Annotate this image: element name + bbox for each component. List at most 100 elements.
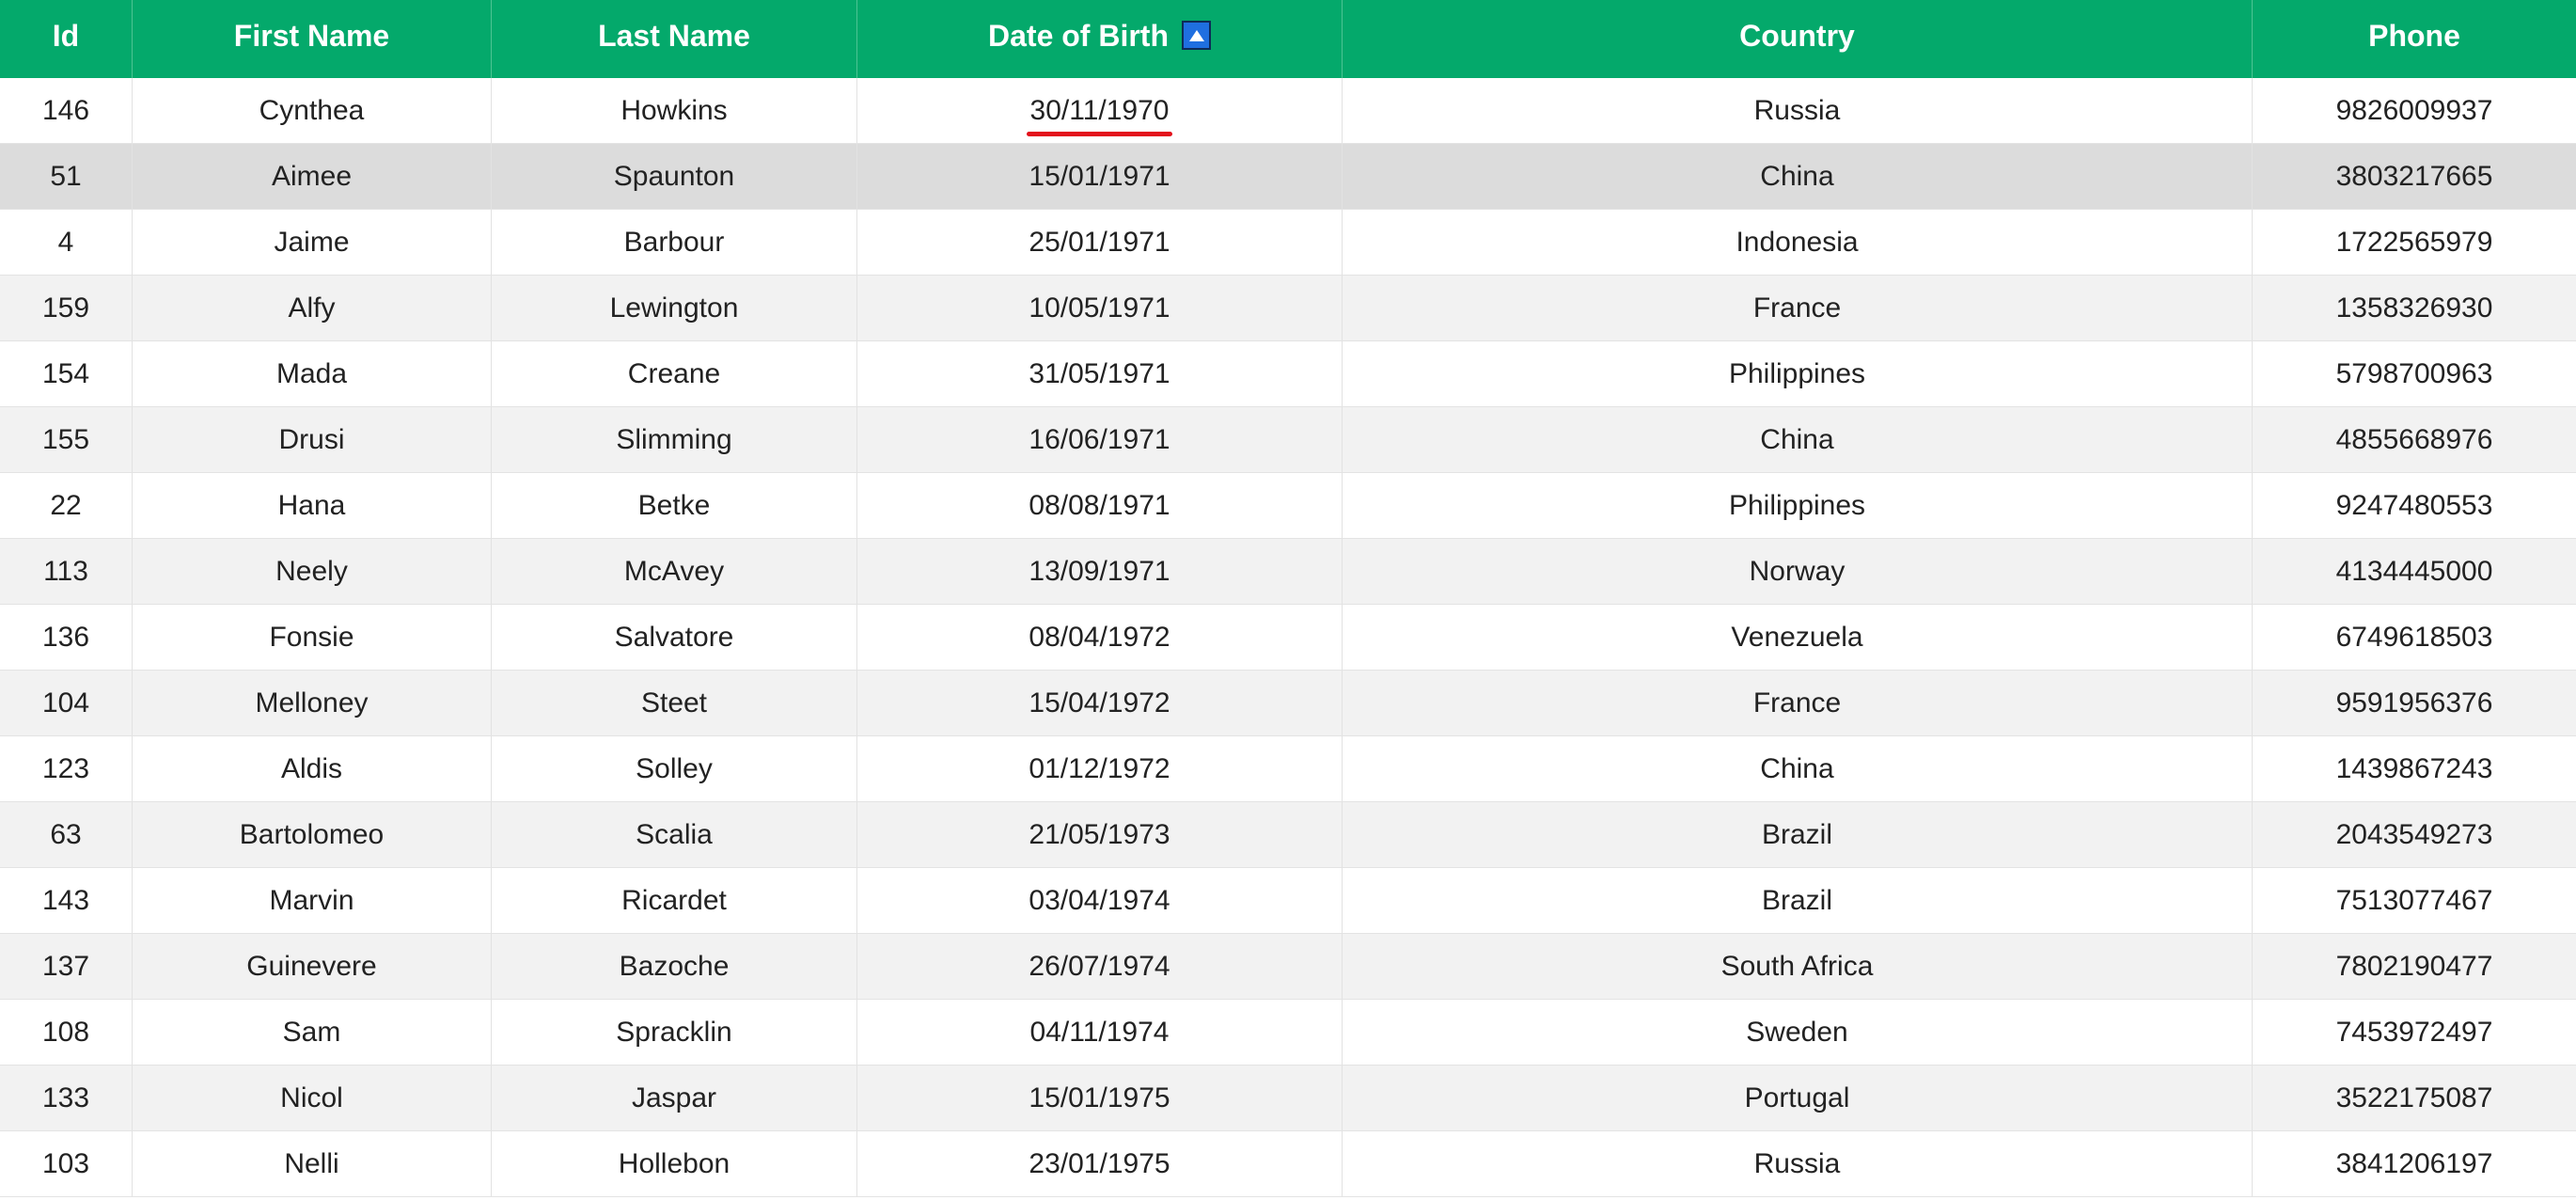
cell-id[interactable]: 22 (0, 473, 133, 538)
cell-phone[interactable]: 6749618503 (2253, 605, 2576, 670)
cell-first-name[interactable]: Mada (133, 341, 492, 406)
cell-country[interactable]: Brazil (1343, 802, 2253, 867)
cell-id[interactable]: 137 (0, 934, 133, 999)
cell-last-name[interactable]: Howkins (492, 78, 857, 143)
cell-phone[interactable]: 3522175087 (2253, 1066, 2576, 1130)
sort-ascending-icon[interactable] (1182, 21, 1211, 50)
cell-first-name[interactable]: Bartolomeo (133, 802, 492, 867)
column-header-last-name[interactable]: Last Name (492, 0, 857, 78)
cell-dob[interactable]: 08/04/1972 (857, 605, 1343, 670)
cell-phone[interactable]: 7513077467 (2253, 868, 2576, 933)
cell-phone[interactable]: 3841206197 (2253, 1131, 2576, 1196)
cell-country[interactable]: France (1343, 671, 2253, 735)
table-row[interactable]: 159 Alfy Lewington 10/05/1971 France 13583269… (0, 276, 2576, 341)
cell-country[interactable]: Brazil (1343, 868, 2253, 933)
cell-last-name[interactable]: Solley (492, 736, 857, 801)
cell-last-name[interactable]: Spaunton (492, 144, 857, 209)
column-header-id[interactable]: Id (0, 0, 133, 78)
cell-id[interactable]: 123 (0, 736, 133, 801)
cell-dob[interactable]: 04/11/1974 (857, 1000, 1343, 1065)
cell-id[interactable]: 103 (0, 1131, 133, 1196)
cell-country[interactable]: Philippines (1343, 473, 2253, 538)
cell-country[interactable]: Sweden (1343, 1000, 2253, 1065)
cell-phone[interactable]: 9591956376 (2253, 671, 2576, 735)
cell-phone[interactable]: 3803217665 (2253, 144, 2576, 209)
cell-id[interactable]: 154 (0, 341, 133, 406)
cell-last-name[interactable]: Ricardet (492, 868, 857, 933)
cell-id[interactable]: 146 (0, 78, 133, 143)
cell-dob[interactable]: 16/06/1971 (857, 407, 1343, 472)
column-header-first-name[interactable]: First Name (133, 0, 492, 78)
cell-dob[interactable]: 15/01/1971 (857, 144, 1343, 209)
cell-phone[interactable]: 7453972497 (2253, 1000, 2576, 1065)
cell-country[interactable]: Indonesia (1343, 210, 2253, 275)
table-row[interactable]: 154 Mada Creane 31/05/1971 Philippines 579870… (0, 341, 2576, 407)
cell-first-name[interactable]: Melloney (133, 671, 492, 735)
table-row[interactable]: 51 Aimee Spaunton 15/01/1971 China 3803217665 (0, 144, 2576, 210)
cell-last-name[interactable]: Spracklin (492, 1000, 857, 1065)
cell-first-name[interactable]: Sam (133, 1000, 492, 1065)
cell-dob[interactable]: 21/05/1973 (857, 802, 1343, 867)
table-row[interactable]: 123 Aldis Solley 01/12/1972 China 1439867243 (0, 736, 2576, 802)
cell-dob[interactable]: 30/11/1970 (857, 78, 1343, 143)
cell-country[interactable]: Norway (1343, 539, 2253, 604)
cell-id[interactable]: 143 (0, 868, 133, 933)
cell-dob[interactable]: 13/09/1971 (857, 539, 1343, 604)
cell-first-name[interactable]: Neely (133, 539, 492, 604)
cell-country[interactable]: Russia (1343, 78, 2253, 143)
cell-last-name[interactable]: Steet (492, 671, 857, 735)
cell-phone[interactable]: 4134445000 (2253, 539, 2576, 604)
table-row[interactable]: 137 Guinevere Bazoche 26/07/1974 South Afric… (0, 934, 2576, 1000)
cell-dob[interactable]: 31/05/1971 (857, 341, 1343, 406)
cell-id[interactable]: 159 (0, 276, 133, 340)
cell-first-name[interactable]: Drusi (133, 407, 492, 472)
cell-phone[interactable]: 7802190477 (2253, 934, 2576, 999)
table-row[interactable]: 136 Fonsie Salvatore 08/04/1972 Venezuela 674… (0, 605, 2576, 671)
cell-phone[interactable]: 9247480553 (2253, 473, 2576, 538)
cell-phone[interactable]: 1439867243 (2253, 736, 2576, 801)
cell-dob[interactable]: 01/12/1972 (857, 736, 1343, 801)
cell-dob[interactable]: 15/04/1972 (857, 671, 1343, 735)
cell-country[interactable]: China (1343, 144, 2253, 209)
cell-country[interactable]: Russia (1343, 1131, 2253, 1196)
cell-dob[interactable]: 25/01/1971 (857, 210, 1343, 275)
column-header-country[interactable]: Country (1343, 0, 2253, 78)
cell-country[interactable]: France (1343, 276, 2253, 340)
cell-dob[interactable]: 26/07/1974 (857, 934, 1343, 999)
cell-id[interactable]: 133 (0, 1066, 133, 1130)
cell-id[interactable]: 108 (0, 1000, 133, 1065)
cell-first-name[interactable]: Jaime (133, 210, 492, 275)
cell-phone[interactable]: 1358326930 (2253, 276, 2576, 340)
table-row[interactable]: 63 Bartolomeo Scalia 21/05/1973 Brazil 204354… (0, 802, 2576, 868)
column-header-phone[interactable]: Phone (2253, 0, 2576, 78)
cell-last-name[interactable]: Scalia (492, 802, 857, 867)
cell-first-name[interactable]: Fonsie (133, 605, 492, 670)
cell-dob[interactable]: 03/04/1974 (857, 868, 1343, 933)
cell-id[interactable]: 51 (0, 144, 133, 209)
cell-dob[interactable]: 15/01/1975 (857, 1066, 1343, 1130)
table-row[interactable]: 133 Nicol Jaspar 15/01/1975 Portugal 35221750… (0, 1066, 2576, 1131)
cell-last-name[interactable]: Creane (492, 341, 857, 406)
cell-phone[interactable]: 9826009937 (2253, 78, 2576, 143)
cell-last-name[interactable]: Bazoche (492, 934, 857, 999)
cell-first-name[interactable]: Nelli (133, 1131, 492, 1196)
table-row[interactable]: 103 Nelli Hollebon 23/01/1975 Russia 38412061… (0, 1131, 2576, 1197)
cell-last-name[interactable]: Betke (492, 473, 857, 538)
table-row[interactable]: 4 Jaime Barbour 25/01/1971 Indonesia 17225659… (0, 210, 2576, 276)
cell-id[interactable]: 4 (0, 210, 133, 275)
table-row[interactable]: 113 Neely McAvey 13/09/1971 Norway 4134445000 (0, 539, 2576, 605)
cell-first-name[interactable]: Alfy (133, 276, 492, 340)
cell-first-name[interactable]: Aldis (133, 736, 492, 801)
cell-phone[interactable]: 5798700963 (2253, 341, 2576, 406)
cell-last-name[interactable]: Barbour (492, 210, 857, 275)
table-row[interactable]: 155 Drusi Slimming 16/06/1971 China 485566897… (0, 407, 2576, 473)
cell-dob[interactable]: 08/08/1971 (857, 473, 1343, 538)
table-row[interactable]: 143 Marvin Ricardet 03/04/1974 Brazil 7513077… (0, 868, 2576, 934)
cell-phone[interactable]: 2043549273 (2253, 802, 2576, 867)
table-row[interactable]: 146 Cynthea Howkins 30/11/1970 Russia 9826009… (0, 78, 2576, 144)
cell-last-name[interactable]: McAvey (492, 539, 857, 604)
cell-first-name[interactable]: Marvin (133, 868, 492, 933)
cell-first-name[interactable]: Aimee (133, 144, 492, 209)
cell-id[interactable]: 104 (0, 671, 133, 735)
cell-country[interactable]: Venezuela (1343, 605, 2253, 670)
